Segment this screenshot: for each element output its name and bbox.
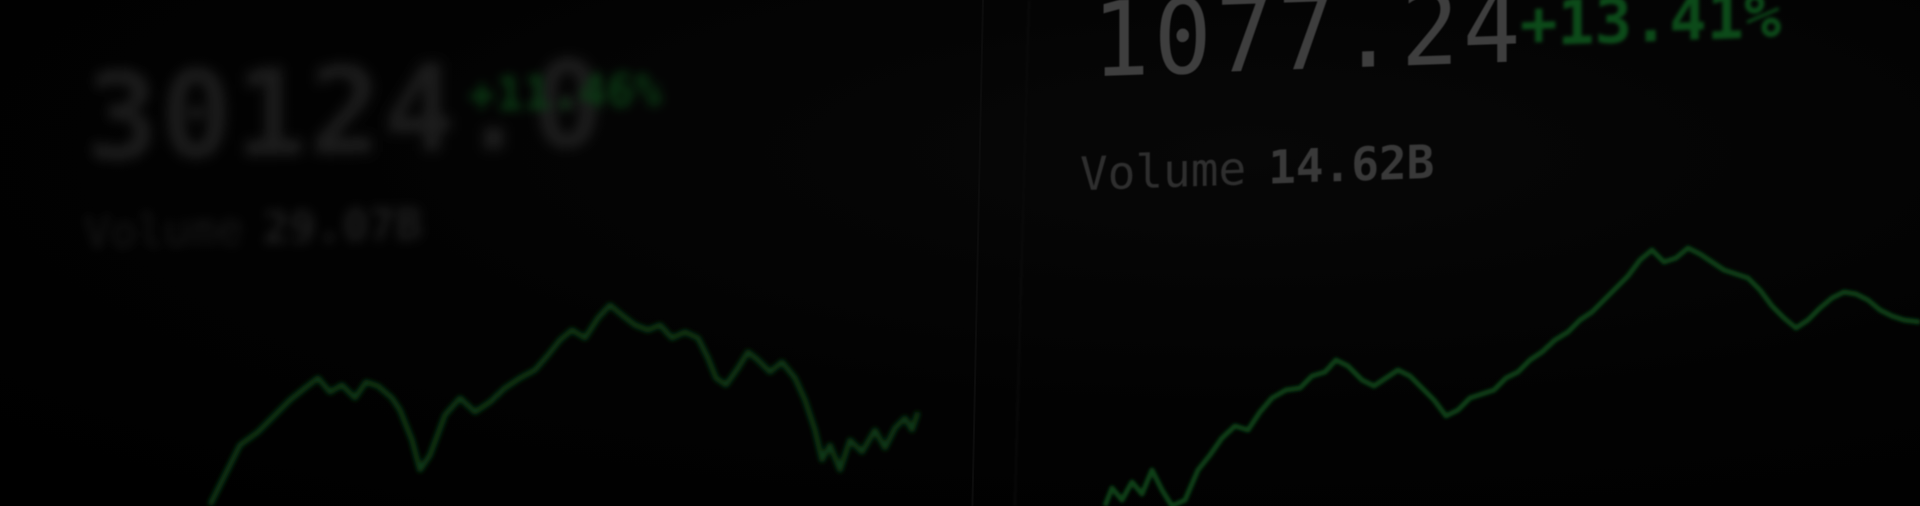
right-price-line (1102, 245, 1920, 506)
left-price-line (207, 302, 921, 506)
